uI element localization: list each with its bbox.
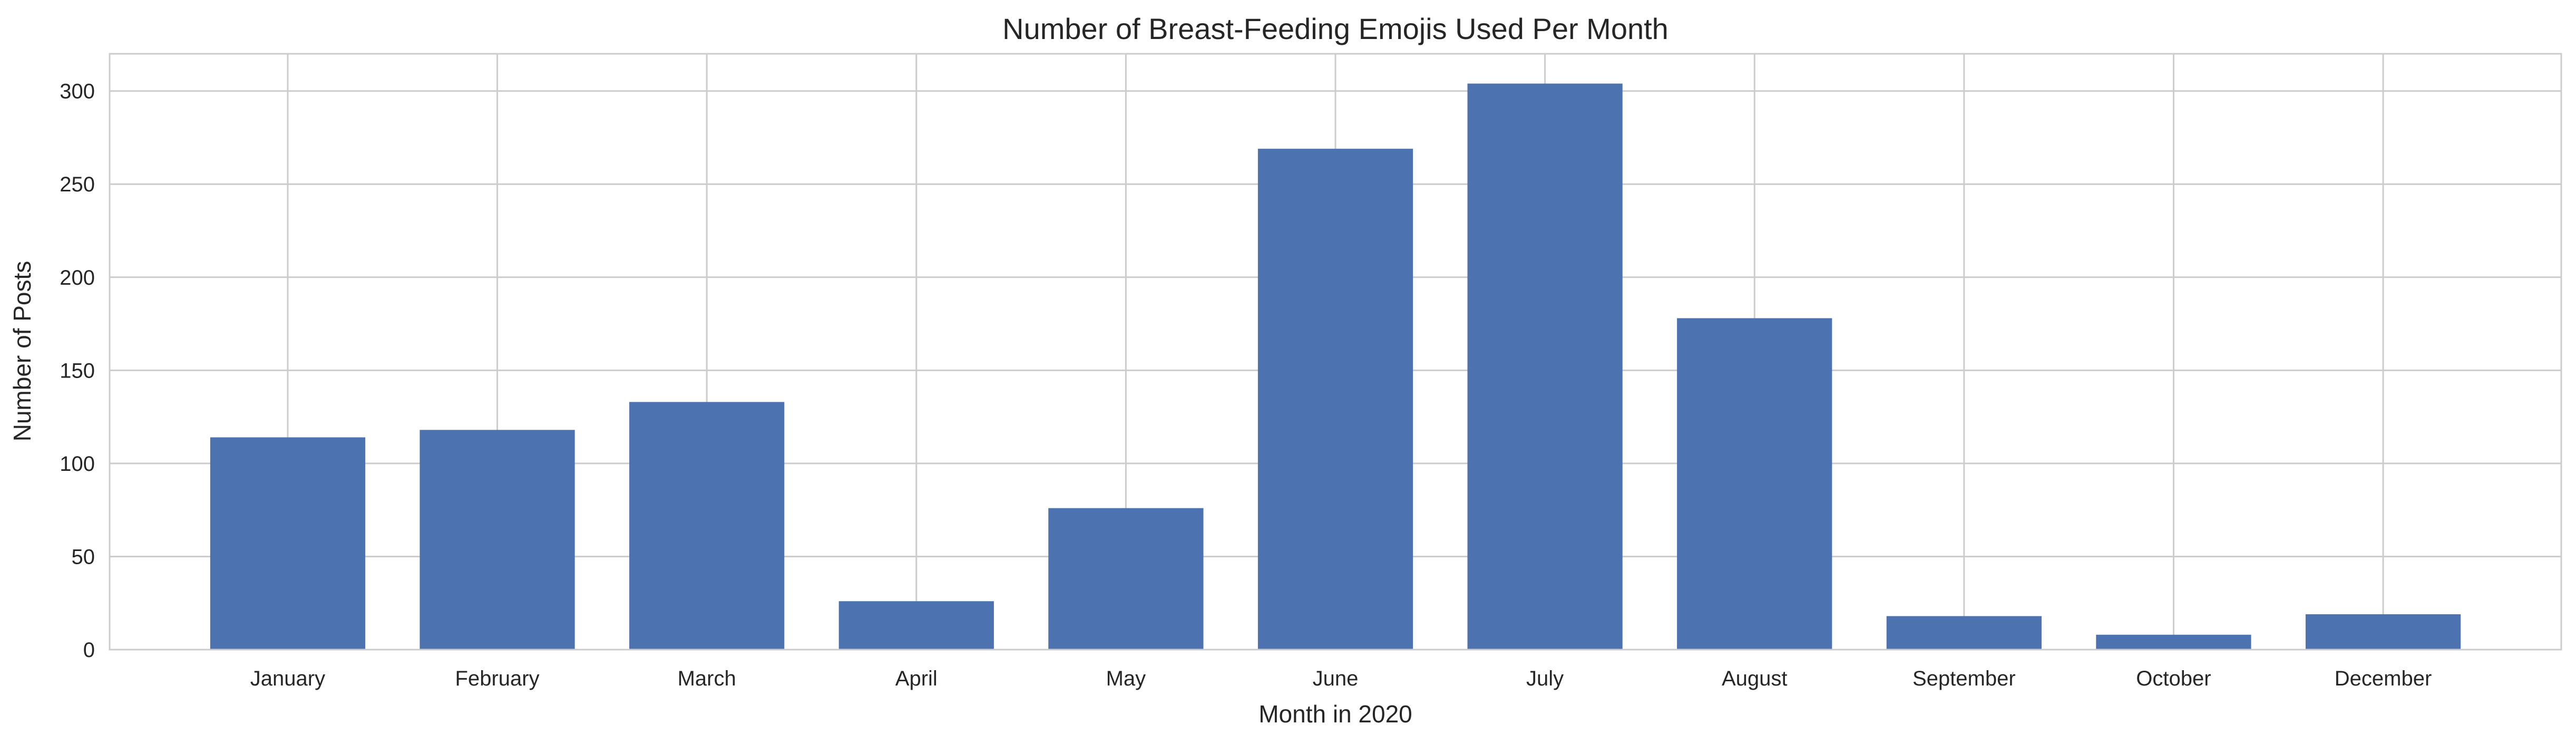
x-tick-label: March xyxy=(678,667,736,690)
x-tick-label: August xyxy=(1722,667,1788,690)
x-axis-label: Month in 2020 xyxy=(1258,700,1412,728)
y-tick-labels: 0 50 100 150 200 250 300 xyxy=(60,80,95,662)
plot-frame xyxy=(109,53,2562,651)
x-tick-label: September xyxy=(1913,667,2016,690)
bar-january xyxy=(210,437,366,650)
y-tick-label: 150 xyxy=(60,359,95,382)
bar-march xyxy=(629,402,785,650)
x-tick-label: April xyxy=(895,667,938,690)
x-tick-label: December xyxy=(2335,667,2432,690)
bar-february xyxy=(419,430,575,650)
bar-june xyxy=(1257,149,1413,650)
x-tick-label: February xyxy=(455,667,540,690)
bar-december xyxy=(2305,614,2461,650)
y-tick-label: 0 xyxy=(83,639,95,662)
bar-may xyxy=(1048,508,1204,650)
x-tick-label: May xyxy=(1106,667,1146,690)
bar-september xyxy=(1886,616,2042,650)
x-tick-label: October xyxy=(2136,667,2211,690)
bar-october xyxy=(2096,634,2251,650)
bar-july xyxy=(1467,83,1623,650)
bars xyxy=(210,83,2461,650)
y-tick-label: 200 xyxy=(60,266,95,289)
y-tick-label: 250 xyxy=(60,173,95,196)
chart-title: Number of Breast-Feeding Emojis Used Per… xyxy=(1002,12,1668,45)
x-tick-labels: January February March April May June July Augu… xyxy=(250,667,2432,690)
bar-august xyxy=(1677,318,1832,650)
y-tick-label: 100 xyxy=(60,452,95,476)
bar-april xyxy=(838,601,994,650)
y-tick-label: 300 xyxy=(60,80,95,103)
y-tick-label: 50 xyxy=(72,545,95,568)
x-tick-label: January xyxy=(250,667,325,690)
y-axis-label: Number of Posts xyxy=(8,261,36,442)
x-tick-label: July xyxy=(1526,667,1564,690)
x-tick-label: June xyxy=(1313,667,1359,690)
